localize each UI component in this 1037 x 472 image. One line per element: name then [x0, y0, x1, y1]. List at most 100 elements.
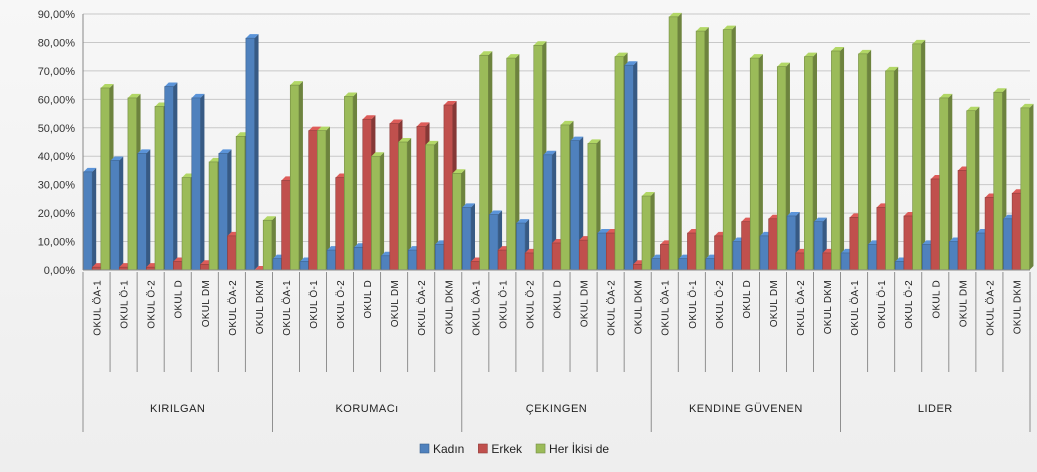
bar-front — [443, 104, 453, 271]
bar-front — [894, 261, 905, 271]
x-tick-label: OKUL DM — [390, 280, 401, 327]
bar-front — [389, 123, 399, 271]
bar-front — [668, 16, 679, 271]
bar-front — [100, 87, 110, 271]
bar-top — [597, 229, 611, 234]
bar-her-i̇kisi-de — [668, 12, 682, 271]
bar-front — [786, 215, 796, 271]
group-label: KENDINE GÜVENEN — [689, 403, 803, 415]
bar-front — [804, 56, 814, 271]
x-tick-label: OKUL Ö-1 — [119, 280, 131, 329]
bar-front — [262, 219, 273, 271]
bar-front — [425, 144, 435, 271]
legend-label: Kadın — [433, 442, 464, 456]
x-tick-label: OKUL D — [363, 280, 374, 319]
bar-front — [533, 44, 543, 271]
bar-side — [840, 46, 845, 270]
y-tick-label: 20,00% — [38, 208, 76, 220]
bar-top — [371, 152, 385, 157]
bar-front — [371, 155, 381, 271]
bar-front — [949, 241, 959, 271]
bar-front — [452, 172, 462, 271]
bar-kadın — [137, 149, 151, 271]
bar-front — [208, 161, 219, 271]
x-tick-label: OKUL Ö-2 — [335, 280, 347, 329]
bar-front — [191, 97, 201, 271]
bar-top — [993, 88, 1007, 93]
bar-front — [776, 66, 787, 271]
bar-top — [218, 149, 232, 154]
x-tick-label: OKUL DM — [580, 280, 591, 327]
bar-front — [651, 258, 661, 271]
bar-front — [633, 264, 643, 271]
bar-side — [650, 192, 655, 270]
bar-front — [605, 232, 616, 271]
y-tick-label: 30,00% — [38, 180, 76, 192]
bar-front — [903, 215, 913, 271]
bar-front — [127, 97, 137, 271]
bar-front — [434, 244, 445, 271]
bar-front — [768, 218, 778, 271]
bar-front — [678, 258, 688, 271]
bar-top — [362, 115, 376, 120]
bar-front — [939, 97, 949, 271]
bar-side — [704, 27, 709, 271]
x-tick-label: OKUL ÖA-1 — [660, 280, 672, 336]
bar-front — [173, 261, 183, 271]
y-tick-label: 80,00% — [38, 37, 76, 49]
bar-front — [722, 29, 733, 271]
x-tick-label: OKUL DKM — [823, 280, 834, 334]
bar-top — [127, 93, 141, 98]
bar-side — [731, 25, 736, 271]
bar-top — [443, 101, 457, 106]
bar-top — [452, 169, 466, 174]
x-tick-label: OKUL DM — [201, 280, 212, 327]
bar-front — [200, 264, 210, 271]
x-tick-label: OKUL D — [742, 280, 753, 319]
bar-top — [100, 83, 114, 88]
bar-front — [289, 84, 300, 271]
bar-front — [560, 124, 570, 271]
bar-top — [858, 49, 872, 54]
bar-front — [335, 177, 345, 271]
bar-front — [344, 96, 354, 271]
y-tick-label: 70,00% — [38, 66, 76, 78]
bar-front — [272, 258, 282, 271]
x-tick-label: OKUL Ö-2 — [146, 280, 158, 329]
bar-her-i̇kisi-de — [1020, 103, 1034, 271]
bar-top — [479, 51, 493, 56]
bar-her-i̇kisi-de — [289, 81, 303, 271]
bar-top — [290, 81, 303, 86]
bar-front — [497, 249, 508, 271]
bar-front — [227, 235, 237, 271]
bar-front — [317, 130, 327, 271]
bar-top — [642, 192, 655, 197]
bar-front — [624, 64, 634, 271]
bar-front — [687, 232, 697, 271]
y-tick-label: 50,00% — [38, 123, 76, 135]
bar-side — [975, 106, 980, 270]
bar-top — [389, 119, 403, 124]
bar-front — [885, 70, 895, 271]
bar-her-i̇kisi-de — [641, 192, 655, 271]
bar-front — [245, 37, 255, 271]
bar-side — [407, 138, 412, 270]
x-tick-label: OKUL D — [931, 280, 942, 319]
bar-top — [723, 25, 736, 30]
group-label: ÇEKINGEN — [526, 403, 587, 415]
bar-front — [470, 261, 480, 271]
bar-side — [515, 54, 520, 270]
bar-top — [516, 219, 530, 224]
bar-side — [579, 136, 584, 270]
bar-front — [849, 217, 859, 271]
bar-top — [425, 140, 439, 145]
bar-front — [732, 241, 742, 271]
bar-front — [930, 178, 940, 271]
bar-front — [462, 207, 472, 271]
y-tick-label: 60,00% — [38, 94, 76, 106]
bar-top — [416, 122, 430, 127]
bar-top — [939, 93, 953, 98]
x-tick-label: OKUL ÖA-1 — [470, 280, 482, 336]
bar-front — [867, 244, 878, 271]
bar-top — [669, 12, 682, 17]
